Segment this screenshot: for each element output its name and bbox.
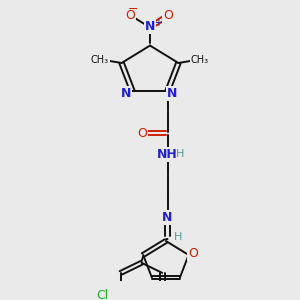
Text: Cl: Cl: [97, 289, 109, 300]
Text: CH₃: CH₃: [191, 55, 209, 64]
Text: O: O: [138, 127, 148, 140]
Text: H: H: [174, 232, 182, 242]
Text: −: −: [128, 3, 139, 16]
Text: N: N: [145, 20, 155, 33]
Text: H: H: [176, 149, 184, 159]
Text: O: O: [188, 247, 198, 260]
Text: O: O: [125, 9, 135, 22]
Text: CH₃: CH₃: [91, 55, 109, 64]
Text: +: +: [154, 18, 162, 28]
Text: N: N: [162, 211, 172, 224]
Text: N: N: [121, 87, 131, 100]
Text: O: O: [163, 9, 173, 22]
Text: NH: NH: [157, 148, 177, 161]
Text: N: N: [167, 87, 178, 100]
